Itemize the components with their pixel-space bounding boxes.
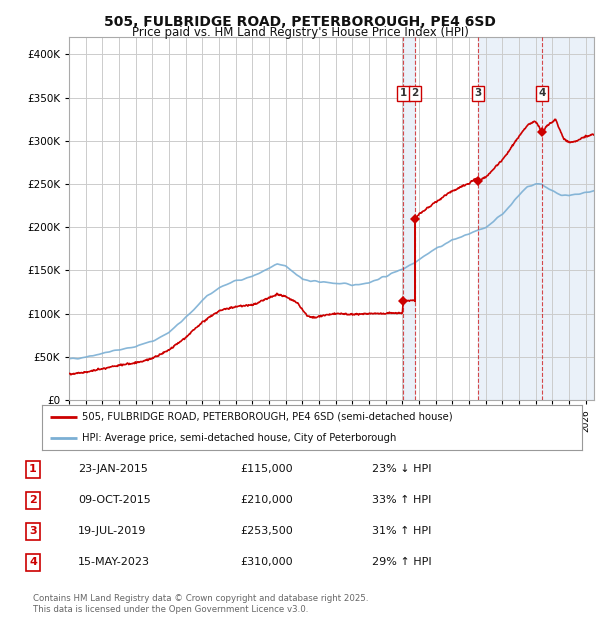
Text: 15-MAY-2023: 15-MAY-2023 <box>78 557 150 567</box>
Text: 505, FULBRIDGE ROAD, PETERBOROUGH, PE4 6SD: 505, FULBRIDGE ROAD, PETERBOROUGH, PE4 6… <box>104 16 496 30</box>
Text: 31% ↑ HPI: 31% ↑ HPI <box>372 526 431 536</box>
Text: £115,000: £115,000 <box>240 464 293 474</box>
Text: 19-JUL-2019: 19-JUL-2019 <box>78 526 146 536</box>
Text: 1: 1 <box>400 88 407 99</box>
Bar <box>403 37 415 400</box>
Text: HPI: Average price, semi-detached house, City of Peterborough: HPI: Average price, semi-detached house,… <box>83 433 397 443</box>
Text: 3: 3 <box>29 526 37 536</box>
Text: 23-JAN-2015: 23-JAN-2015 <box>78 464 148 474</box>
Text: 3: 3 <box>475 88 482 99</box>
Text: 2: 2 <box>412 88 419 99</box>
Text: 505, FULBRIDGE ROAD, PETERBOROUGH, PE4 6SD (semi-detached house): 505, FULBRIDGE ROAD, PETERBOROUGH, PE4 6… <box>83 412 453 422</box>
Text: 33% ↑ HPI: 33% ↑ HPI <box>372 495 431 505</box>
Text: 1: 1 <box>29 464 37 474</box>
Text: This data is licensed under the Open Government Licence v3.0.: This data is licensed under the Open Gov… <box>33 604 308 614</box>
Text: £310,000: £310,000 <box>240 557 293 567</box>
Text: Contains HM Land Registry data © Crown copyright and database right 2025.: Contains HM Land Registry data © Crown c… <box>33 593 368 603</box>
Text: 23% ↓ HPI: 23% ↓ HPI <box>372 464 431 474</box>
Text: 2: 2 <box>29 495 37 505</box>
Text: Price paid vs. HM Land Registry's House Price Index (HPI): Price paid vs. HM Land Registry's House … <box>131 26 469 39</box>
Text: 29% ↑ HPI: 29% ↑ HPI <box>372 557 431 567</box>
Text: £210,000: £210,000 <box>240 495 293 505</box>
Bar <box>478 37 594 400</box>
Text: £253,500: £253,500 <box>240 526 293 536</box>
Text: 4: 4 <box>538 88 545 99</box>
Text: 09-OCT-2015: 09-OCT-2015 <box>78 495 151 505</box>
Text: 4: 4 <box>29 557 37 567</box>
